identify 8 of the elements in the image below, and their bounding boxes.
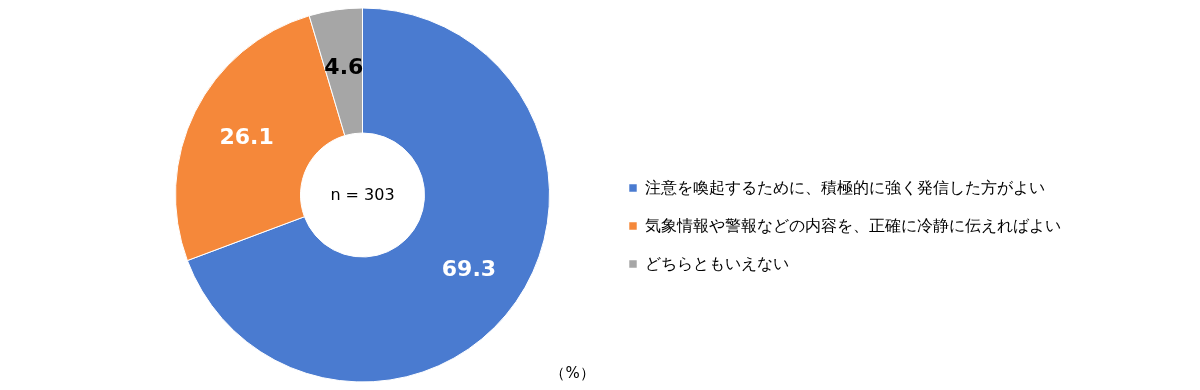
text: n = 303 xyxy=(330,185,395,204)
legend-label: 気象情報や警報などの内容を、正確に冷静に伝えればよい xyxy=(645,216,1061,235)
text: （%） xyxy=(550,364,595,382)
data-label: 4.6 xyxy=(324,53,364,79)
legend-label: 注意を喚起するために、積極的に強く発信した方がよい xyxy=(645,178,1045,197)
legend-label: どちらともいえない xyxy=(645,254,789,273)
data-label: 26.1 xyxy=(219,124,274,150)
data-label: 69.3 xyxy=(441,255,497,281)
